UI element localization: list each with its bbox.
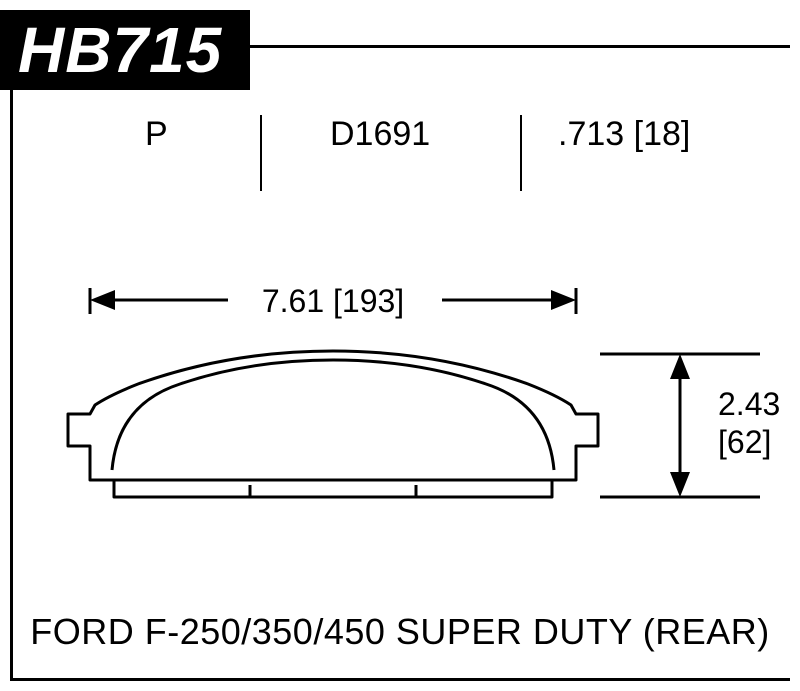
- width-label: 7.61 [193]: [262, 283, 404, 319]
- vehicle-caption: FORD F-250/350/450 SUPER DUTY (REAR): [0, 611, 800, 653]
- width-dimension: 7.61 [193]: [90, 283, 576, 319]
- height-label-inches: 2.43: [718, 386, 780, 422]
- diagram-svg: 7.61 [193] 2.43 [62]: [0, 0, 800, 691]
- height-dimension: 2.43 [62]: [600, 354, 780, 497]
- brake-pad-outline: [68, 351, 598, 497]
- height-label-mm: [62]: [718, 424, 771, 460]
